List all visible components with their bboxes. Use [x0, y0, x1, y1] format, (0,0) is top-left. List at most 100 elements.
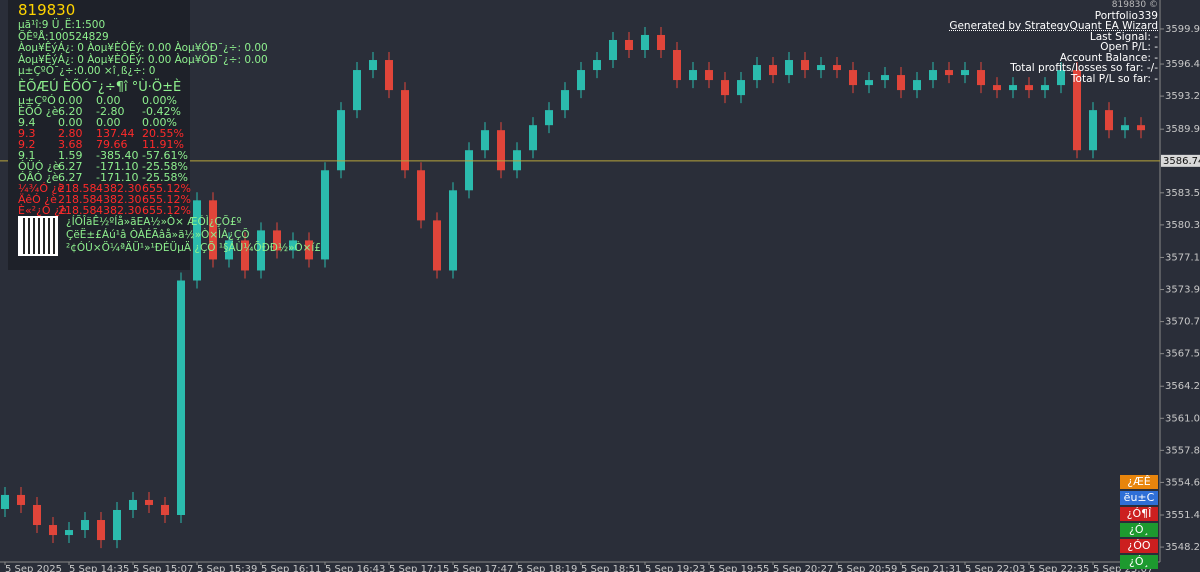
candle-body: [849, 70, 857, 86]
candle-body: [305, 240, 313, 260]
table-cell: 137.44: [96, 126, 135, 140]
ea-name: Portfolio339: [1094, 9, 1158, 22]
ea-id: 819830 ©: [1111, 0, 1158, 10]
y-tick-label: 3593.20: [1165, 91, 1200, 102]
candle-body: [113, 509, 121, 541]
table-cell: ÄêÓ ¿è: [18, 192, 57, 206]
table-cell: 218.58: [58, 192, 97, 206]
table-cell: -2.80: [96, 104, 125, 118]
candle-body: [945, 70, 953, 76]
table-cell: 2.80: [58, 126, 83, 140]
table-cell: -171.10: [96, 170, 139, 184]
candle-body: [1137, 125, 1145, 131]
candle-body: [641, 34, 649, 51]
candle-body: [1, 494, 9, 509]
candle-body: [273, 230, 281, 251]
candle-body: [1057, 70, 1065, 86]
candle-body: [753, 65, 761, 81]
table-row: È«²¿Ó ¿è 218.58 4382.30 655.12%: [8, 203, 191, 217]
candle-body: [929, 70, 937, 81]
ea-stat: Total P/L so far: -: [1070, 72, 1158, 85]
x-tick-label: 5 Sep 20:59: [837, 564, 897, 572]
candle-body: [145, 499, 153, 505]
candle-body: [209, 200, 217, 260]
y-tick-label: 3599.90: [1165, 24, 1200, 35]
table-row: ÓÂÓ ¿è 6.27 -171.10 -25.58%: [8, 172, 190, 183]
table-row: µ±ÇºÓ 0.00 0.00 0.00%: [8, 95, 190, 106]
candle-body: [465, 150, 473, 191]
candle-body: [545, 110, 553, 126]
table-cell: ÈÕÓ ¿è: [18, 104, 59, 118]
candle-body: [737, 80, 745, 96]
table-cell: 4382.30: [96, 192, 142, 206]
table-cell: 0.00: [58, 93, 83, 107]
x-tick-label: 5 Sep 16:43: [325, 564, 385, 572]
info-line: µã¹î:9 Ü¸Ë:1:500: [18, 19, 106, 31]
x-tick-label: 5 Sep 16:11: [261, 564, 321, 572]
y-tick-label: 3577.10: [1165, 252, 1200, 263]
candle-body: [161, 504, 169, 515]
candle-body: [257, 230, 265, 271]
candle-body: [817, 65, 825, 71]
y-tick-label: 3564.25: [1165, 381, 1200, 392]
table-cell: 655.12%: [142, 203, 191, 217]
panel-button[interactable]: ¿Ó¸: [1120, 523, 1158, 537]
table-cell: 218.58: [58, 203, 97, 217]
table-cell: 6.20: [58, 104, 83, 118]
panel-button[interactable]: ëu±C: [1120, 491, 1158, 505]
x-tick-label: 5 Sep 20:27: [773, 564, 833, 572]
candle-body: [801, 60, 809, 71]
table-cell: 655.12%: [142, 192, 191, 206]
candle-body: [609, 39, 617, 61]
table-cell: 0.00: [96, 115, 121, 129]
table-cell: 9.4: [18, 115, 36, 129]
x-tick-label: 5 Sep 18:51: [581, 564, 641, 572]
y-tick-label: 3554.65: [1165, 477, 1200, 488]
info-line: Àoµ¥ÊýÁ¿: 0 Àoµ¥ÈÔÊý: 0.00 Àoµ¥ÓÐ¯¿÷: 0.…: [18, 42, 268, 54]
panel-button[interactable]: ¿Ó¶Î: [1120, 507, 1158, 521]
candle-body: [321, 170, 329, 260]
candle-body: [481, 130, 489, 151]
table-cell: 6.27: [58, 170, 83, 184]
ea-stats: Last Signal: - Open P/L: - Account Balance…: [949, 31, 1158, 85]
info-line: µ±ÇºÓ¯¿÷:0.00 ×î¸ß¿÷: 0: [18, 65, 156, 77]
info-line: Àoµ¥ÊýÁ¿: 0 Àoµ¥ÈÔÊý: 0.00 Àoµ¥ÓÐ¯¿÷: 0.…: [18, 53, 268, 66]
table-cell: ¼¾Ó ¿è: [18, 181, 65, 195]
x-tick-label: 5 Sep 14:35: [69, 564, 129, 572]
table-cell: 11.91%: [142, 137, 184, 151]
candle-body: [721, 80, 729, 96]
candle-body: [833, 65, 841, 71]
table-cell: 218.58: [58, 181, 97, 195]
y-tick-label: 3573.90: [1165, 285, 1200, 296]
info-table: µ±ÇºÓ 0.00 0.00 0.00% ÈÕÓ ¿è 6.20 -2.80 -0.42% 9…: [8, 95, 191, 217]
panel-button[interactable]: ¿ÓO: [1120, 539, 1158, 553]
table-row: ¼¾Ó ¿è 218.58 4382.30 655.12%: [8, 181, 191, 195]
note-line: ¿ÍÕÎäÊ½ºÍå»ãEA½»Ò× ÆÓÌ¿ÇÕ£º: [66, 216, 242, 228]
y-tick-label: 3589.90: [1165, 124, 1200, 135]
table-cell: 6.27: [58, 159, 83, 173]
candle-body: [65, 530, 73, 536]
x-tick-label: 5 Sep 21:31: [901, 564, 961, 572]
candle-body: [1073, 70, 1081, 151]
candle-body: [1025, 85, 1033, 91]
candle-body: [769, 65, 777, 76]
candle-body: [241, 240, 249, 271]
candle-body: [897, 75, 905, 91]
candle-body: [561, 90, 569, 111]
candle-body: [913, 80, 921, 91]
y-tick-label: 3548.20: [1165, 542, 1200, 553]
candle-body: [1041, 85, 1049, 91]
y-tick-label: 3580.35: [1165, 220, 1200, 231]
panel-button[interactable]: ¿Ó¸: [1120, 555, 1158, 569]
candle-body: [1105, 110, 1113, 131]
panel-button[interactable]: ¿ÆÊ: [1120, 475, 1158, 489]
candle-body: [337, 110, 345, 171]
candle-body: [401, 90, 409, 171]
candle-body: [33, 504, 41, 526]
table-cell: -0.42%: [142, 104, 181, 118]
candle-body: [705, 70, 713, 81]
candle-body: [353, 70, 361, 111]
candle-body: [433, 220, 441, 271]
